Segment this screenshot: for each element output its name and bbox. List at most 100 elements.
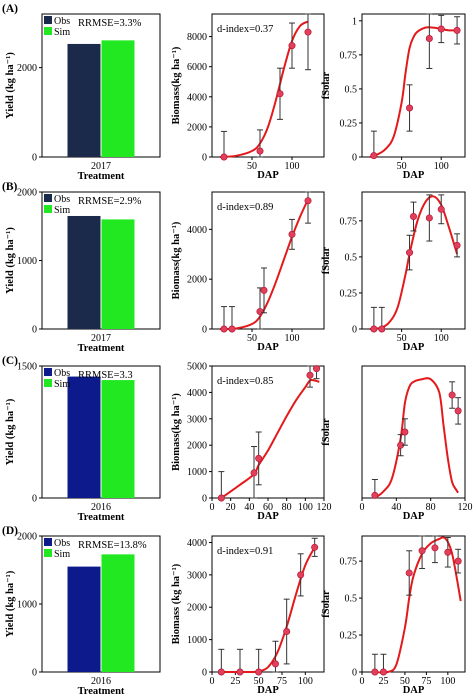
- d-index-annotation: d-index=0.89: [217, 202, 273, 213]
- observed-point: [437, 25, 445, 33]
- y-axis-label: fSolar: [321, 71, 332, 99]
- bar-obs: [67, 215, 101, 329]
- x-tick-label: 50: [247, 333, 257, 344]
- observed-point: [250, 469, 258, 477]
- x-axis-label: DAP: [257, 685, 279, 696]
- observed-point: [448, 391, 456, 399]
- y-tick-label: 4000: [187, 388, 207, 399]
- y-tick-label: 2000: [17, 532, 37, 543]
- x-tick-label: 50: [254, 676, 264, 687]
- y-tick-label: 0: [202, 153, 207, 164]
- simulated-curve: [374, 536, 462, 674]
- legend-label-sim: Sim: [54, 549, 70, 560]
- observed-point: [255, 668, 263, 676]
- y-tick-label: 0.75: [340, 50, 358, 61]
- y-tick-label: 1: [352, 16, 357, 27]
- rrmse-annotation: RRMSE=3.3: [78, 370, 133, 381]
- x-tick-label: 75: [421, 676, 431, 687]
- observed-point: [401, 428, 409, 436]
- legend-swatch-sim: [44, 379, 52, 387]
- y-tick-label: 2000: [187, 275, 207, 286]
- observed-point: [406, 104, 414, 112]
- x-axis-label: Treatment: [78, 343, 125, 354]
- x-tick-label: 120: [317, 502, 332, 513]
- y-tick-label: 0.75: [340, 216, 358, 227]
- observed-point: [313, 365, 321, 373]
- y-tick-label: 0.5: [345, 252, 358, 263]
- observed-point: [370, 325, 378, 333]
- y-tick-label: 2000: [17, 188, 37, 199]
- simulated-curve: [219, 20, 309, 158]
- y-tick-label: 0: [32, 668, 37, 679]
- y-tick-label: 0: [32, 494, 37, 505]
- x-axis-label: DAP: [403, 685, 425, 696]
- y-tick-label: 8000: [187, 32, 207, 43]
- bar-obs: [67, 43, 101, 157]
- x-category-label: 2017: [91, 161, 111, 172]
- bar-obs: [67, 566, 101, 672]
- observed-point: [220, 325, 228, 333]
- observed-point: [297, 571, 305, 579]
- y-tick-label: 0: [352, 668, 357, 679]
- y-tick-label: 5000: [187, 362, 207, 373]
- plot-frame: [211, 191, 325, 330]
- y-tick-label: 2000: [187, 603, 207, 614]
- x-tick-label: 25: [230, 676, 240, 687]
- y-tick-label: 2000: [187, 441, 207, 452]
- panel-a-fsolar: 0 0.25 0.5 0.75 1 fSolar 50 100 DAP: [321, 13, 466, 181]
- y-tick-label: 0.5: [345, 594, 358, 605]
- observed-point: [379, 668, 387, 676]
- simulated-curve: [369, 26, 458, 158]
- x-tick-label: 120: [458, 502, 473, 513]
- d-index-annotation: d-index=0.85: [217, 376, 273, 387]
- y-axis-label: Biomass(kg ha⁻¹): [171, 46, 182, 124]
- observed-point: [255, 454, 263, 462]
- x-axis-label: DAP: [257, 342, 279, 353]
- plot-frame: [361, 365, 466, 499]
- y-tick-label: 0.25: [340, 288, 358, 299]
- legend-swatch-sim: [44, 549, 52, 557]
- observed-point: [228, 325, 236, 333]
- panel-label: (B): [2, 181, 18, 193]
- x-tick-label: 50: [247, 161, 257, 172]
- plot-frame: [361, 535, 466, 673]
- observed-point: [453, 241, 461, 249]
- y-tick-label: 0.25: [340, 118, 358, 129]
- observed-point: [371, 491, 379, 499]
- x-category-label: 2017: [91, 333, 111, 344]
- panel-d-biomass: 0 1000 2000 3000 4000 Biomass (kg ha⁻¹) 0 25 50 7…: [171, 535, 325, 696]
- x-tick-label: 100: [440, 676, 455, 687]
- y-tick-label: 4000: [187, 225, 207, 236]
- x-category-label: 2016: [91, 502, 111, 513]
- x-tick-label: 100: [285, 161, 300, 172]
- plot-frame: [361, 191, 466, 330]
- observed-point: [304, 28, 312, 36]
- observed-point: [425, 214, 433, 222]
- y-tick-label: 4000: [187, 92, 207, 103]
- observed-point: [288, 230, 296, 238]
- y-axis-label: Biomass (kg ha⁻¹): [171, 563, 182, 644]
- panel-a-biomass: 0 2000 4000 6000 8000 Biomass(kg ha⁻¹) 50 100 DA…: [171, 13, 325, 181]
- observed-point: [437, 205, 445, 213]
- x-axis-label: DAP: [257, 170, 279, 181]
- y-tick-label: 0.25: [340, 631, 358, 642]
- y-tick-label: 1000: [187, 467, 207, 478]
- bar-sim: [101, 219, 135, 329]
- simulated-curve: [219, 199, 309, 331]
- observed-point: [304, 197, 312, 205]
- observed-point: [418, 547, 426, 555]
- observed-point: [220, 153, 228, 161]
- x-tick-label: 100: [298, 502, 313, 513]
- x-tick-label: 100: [434, 333, 449, 344]
- observed-point: [276, 90, 284, 98]
- y-tick-label: 0: [202, 668, 207, 679]
- d-index-annotation: d-index=0.91: [217, 546, 273, 557]
- x-tick-label: 0: [360, 676, 365, 687]
- x-category-label: 2016: [91, 676, 111, 687]
- panel-d-fsolar: 0 0.25 0.5 0.75 fSolar 0 25 50 75 100 DAP: [321, 535, 466, 696]
- observed-point: [283, 628, 291, 636]
- y-axis-label: fSolar: [321, 246, 332, 274]
- y-tick-label: 1500: [17, 362, 37, 373]
- observed-point: [311, 543, 319, 551]
